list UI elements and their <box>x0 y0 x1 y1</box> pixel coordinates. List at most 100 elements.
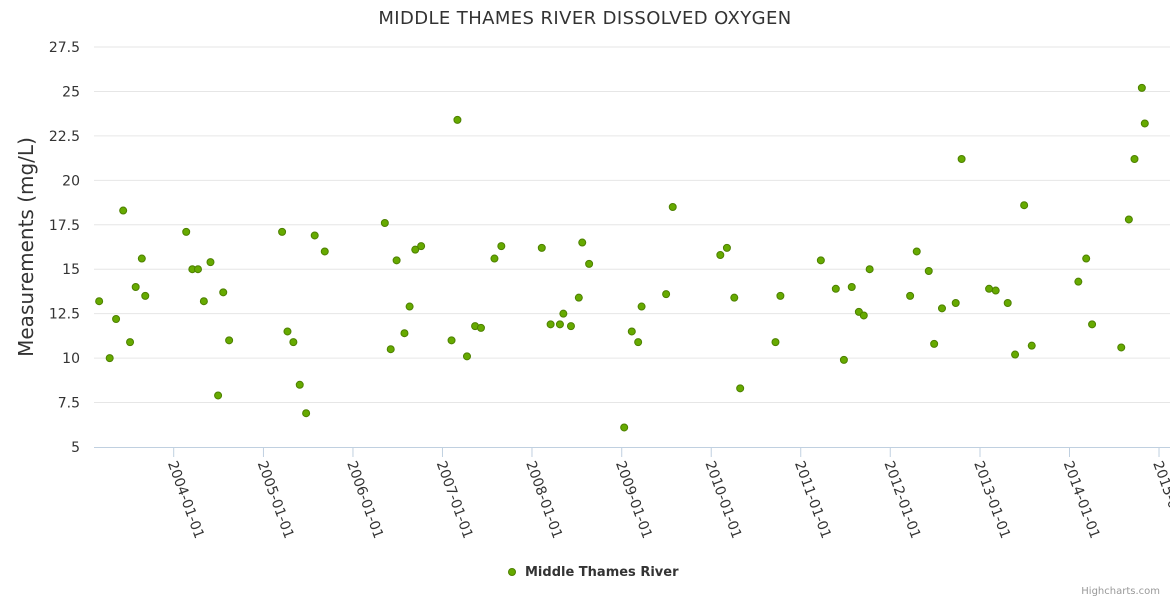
data-point[interactable] <box>991 286 1000 295</box>
data-point[interactable] <box>380 219 389 227</box>
data-point[interactable] <box>400 329 409 338</box>
y-tick-label: 12.5 <box>49 307 80 323</box>
data-point[interactable] <box>95 297 104 306</box>
data-point[interactable] <box>1003 299 1012 307</box>
data-point[interactable] <box>1074 277 1083 286</box>
data-point[interactable] <box>634 338 643 347</box>
data-point[interactable] <box>1027 341 1036 350</box>
legend-label: Middle Thames River <box>525 565 679 580</box>
data-point[interactable] <box>559 309 568 318</box>
data-point[interactable] <box>417 242 426 251</box>
data-point[interactable] <box>453 115 462 124</box>
data-point[interactable] <box>214 391 223 400</box>
data-point[interactable] <box>1140 119 1149 128</box>
data-point[interactable] <box>199 297 208 306</box>
data-point[interactable] <box>490 254 499 263</box>
data-point[interactable] <box>1020 201 1029 210</box>
data-point[interactable] <box>1137 83 1146 92</box>
data-point[interactable] <box>736 384 745 393</box>
data-point[interactable] <box>476 323 485 332</box>
data-point[interactable] <box>131 283 140 291</box>
data-point[interactable] <box>206 258 215 267</box>
data-point[interactable] <box>912 247 921 256</box>
data-point[interactable] <box>620 423 629 432</box>
data-point[interactable] <box>193 265 202 274</box>
series-points <box>95 83 1149 432</box>
data-point[interactable] <box>1088 320 1097 329</box>
data-point[interactable] <box>497 242 506 251</box>
data-point[interactable] <box>310 231 319 240</box>
data-point[interactable] <box>951 299 960 307</box>
data-point[interactable] <box>392 256 401 265</box>
data-point[interactable] <box>302 409 311 418</box>
gridlines <box>94 46 1170 404</box>
data-point[interactable] <box>985 284 994 293</box>
data-point[interactable] <box>295 380 304 389</box>
data-point[interactable] <box>278 227 287 236</box>
data-point[interactable] <box>930 339 939 348</box>
data-point[interactable] <box>546 320 555 329</box>
data-point[interactable] <box>627 327 636 336</box>
y-tick-label: 27.5 <box>49 40 80 56</box>
data-point[interactable] <box>771 338 780 347</box>
data-point[interactable] <box>859 311 868 320</box>
data-point[interactable] <box>405 302 414 311</box>
data-point[interactable] <box>1117 343 1126 352</box>
data-point[interactable] <box>662 290 671 299</box>
data-point[interactable] <box>283 327 292 336</box>
data-point[interactable] <box>411 245 420 254</box>
data-point[interactable] <box>831 284 840 293</box>
data-point[interactable] <box>865 265 874 274</box>
credits-link[interactable]: Highcharts.com <box>1081 586 1160 597</box>
legend-item[interactable]: Middle Thames River <box>508 565 680 580</box>
data-point[interactable] <box>119 206 128 215</box>
data-point[interactable] <box>1082 254 1091 263</box>
data-point[interactable] <box>537 243 546 252</box>
data-point[interactable] <box>182 227 191 236</box>
data-point[interactable] <box>141 291 150 300</box>
data-point[interactable] <box>637 302 646 311</box>
data-point[interactable] <box>906 291 915 300</box>
data-point[interactable] <box>320 247 329 256</box>
y-tick-label: 22.5 <box>49 129 80 145</box>
data-point[interactable] <box>839 355 848 364</box>
data-point[interactable] <box>1011 350 1020 359</box>
data-point[interactable] <box>574 293 583 302</box>
data-point[interactable] <box>1130 155 1139 163</box>
data-point[interactable] <box>776 291 785 300</box>
data-point[interactable] <box>924 267 933 275</box>
data-point[interactable] <box>1124 215 1133 224</box>
data-point[interactable] <box>937 304 946 313</box>
y-tick-label: 10 <box>62 351 80 367</box>
y-axis-ticks: 5 7.5 10 12.5 15 17.5 20 22.5 25 27.5 <box>49 40 80 456</box>
y-tick-label: 7.5 <box>58 396 80 412</box>
data-point[interactable] <box>137 254 146 263</box>
data-point[interactable] <box>722 243 731 252</box>
y-tick-label: 17.5 <box>49 218 80 234</box>
data-point[interactable] <box>566 322 575 331</box>
data-point[interactable] <box>716 251 725 259</box>
y-tick-label: 5 <box>71 440 80 456</box>
data-point[interactable] <box>578 238 587 247</box>
data-point[interactable] <box>112 315 121 323</box>
data-point[interactable] <box>447 336 456 345</box>
data-point[interactable] <box>957 155 966 163</box>
data-point[interactable] <box>730 293 739 302</box>
data-point[interactable] <box>585 259 594 268</box>
data-point[interactable] <box>219 288 228 297</box>
data-point[interactable] <box>462 352 471 361</box>
data-point[interactable] <box>847 283 856 291</box>
legend-marker <box>508 568 516 576</box>
data-point[interactable] <box>816 256 825 265</box>
data-point[interactable] <box>105 354 114 363</box>
y-tick-label: 15 <box>62 262 80 278</box>
data-point[interactable] <box>126 338 135 347</box>
data-point[interactable] <box>668 203 677 211</box>
y-tick-label: 20 <box>62 173 80 189</box>
data-point[interactable] <box>386 345 395 354</box>
data-point[interactable] <box>225 336 234 345</box>
data-point[interactable] <box>289 338 298 347</box>
data-point[interactable] <box>555 320 564 329</box>
